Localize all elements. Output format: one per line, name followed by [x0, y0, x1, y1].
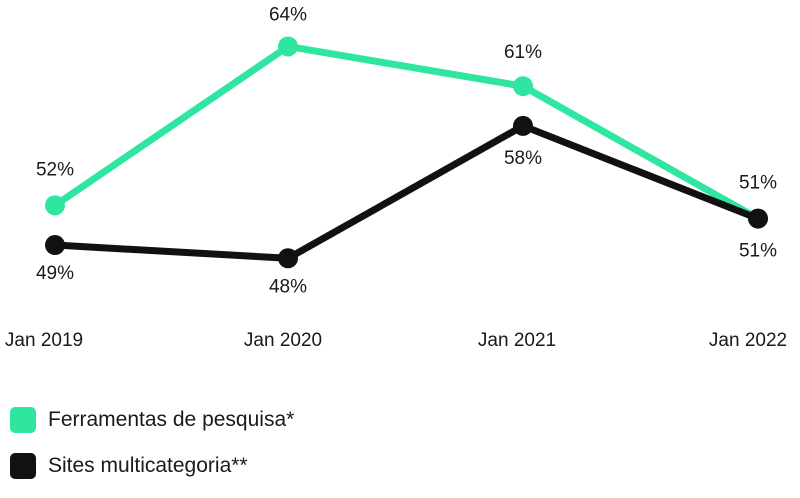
data-label-ferramentas-3: 51%: [739, 173, 777, 194]
data-label-ferramentas-2: 61%: [504, 42, 542, 63]
data-point-sites-1: [278, 248, 298, 269]
data-label-ferramentas-1: 64%: [269, 4, 307, 25]
x-tick-label-1: Jan 2020: [244, 330, 322, 351]
x-tick-label-2: Jan 2021: [478, 330, 556, 351]
series-layer: [45, 36, 768, 269]
x-tick-label-0: Jan 2019: [5, 330, 83, 351]
data-point-sites-3: [748, 208, 768, 229]
x-tick-label-3: Jan 2022: [709, 330, 787, 351]
x-axis-ticks: Jan 2019 Jan 2020 Jan 2021 Jan 2022: [5, 330, 787, 351]
legend: Ferramentas de pesquisa* Sites multicate…: [10, 405, 294, 497]
legend-swatch-ferramentas: [10, 407, 36, 433]
data-point-sites-0: [45, 235, 65, 256]
data-label-sites-1: 48%: [269, 276, 307, 297]
legend-label-sites: Sites multicategoria**: [48, 454, 248, 477]
label-layer: 52% 64% 61% 51% 49% 48% 58% 51%: [36, 4, 777, 297]
data-point-ferramentas-1: [278, 36, 298, 57]
data-point-ferramentas-2: [513, 76, 533, 97]
data-label-sites-3: 51%: [739, 241, 777, 262]
series-line-sites: [51, 122, 762, 262]
data-point-sites-2: [513, 115, 533, 136]
data-label-sites-0: 49%: [36, 263, 74, 284]
data-label-sites-2: 58%: [504, 148, 542, 169]
legend-label-ferramentas: Ferramentas de pesquisa*: [48, 408, 295, 431]
legend-item-ferramentas: Ferramentas de pesquisa*: [10, 405, 294, 435]
legend-swatch-sites: [10, 453, 36, 479]
data-label-ferramentas-0: 52%: [36, 159, 74, 180]
legend-item-sites: Sites multicategoria**: [10, 451, 294, 481]
series-line-ferramentas: [51, 42, 762, 223]
data-point-ferramentas-0: [45, 195, 65, 216]
